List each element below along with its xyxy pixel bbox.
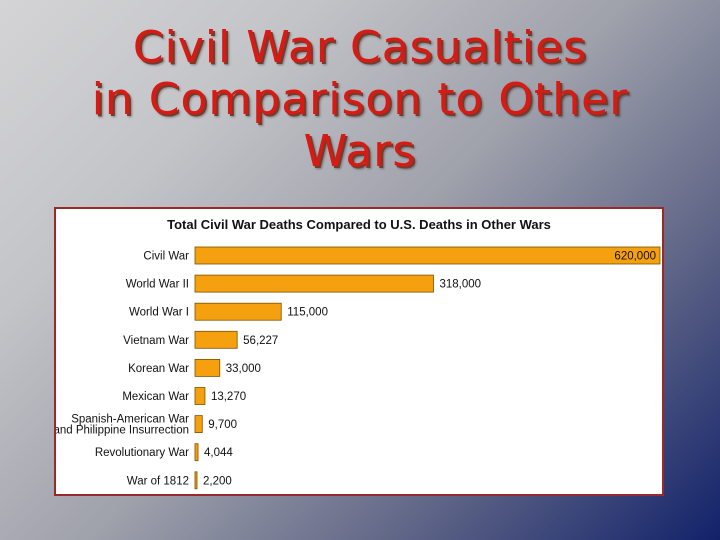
bar-7 [194,443,199,462]
bar-8 [194,471,198,490]
category-label-8: War of 1812 [127,475,189,487]
value-label-4: 33,000 [226,363,261,375]
category-label-3: Vietnam War [123,335,189,347]
category-label-0: Civil War [143,251,189,263]
slide-title-line-2: in Comparison to Other [91,74,629,125]
value-label-5: 13,270 [211,391,246,403]
value-label-3: 56,227 [243,335,278,347]
slide-title-line-1: Civil War Casualties [132,22,588,73]
bar-3 [194,330,238,349]
category-label-6-1: and Philippine Insurrection [56,425,189,437]
bar-5 [194,387,206,405]
slide-title: Civil War Casualties in Comparison to Ot… [0,22,720,178]
bar-chart: Civil War 620,000 World War II 318,000 World… [56,246,661,490]
bar-0 [194,246,661,265]
bar-2 [194,302,282,321]
category-label-5: Mexican War [122,391,189,403]
bar-4 [194,358,221,377]
value-label-1: 318,000 [440,279,482,291]
value-label-0: 620,000 [614,251,656,263]
category-label-6-0: Spanish-American War [71,414,189,426]
category-label-4: Korean War [128,363,189,375]
value-label-2: 115,000 [287,307,328,319]
category-label-7: Revolutionary War [95,447,189,459]
value-label-8: 2,200 [203,475,232,487]
slide-title-line-3: Wars [303,126,417,177]
chart-panel: Total Civil War Deaths Compared to U.S. … [54,207,664,496]
category-label-1: World War II [126,279,189,291]
bar-6 [194,415,203,434]
value-label-7: 4,044 [204,447,233,459]
category-label-2: World War I [129,307,189,319]
value-label-6: 9,700 [208,419,237,431]
chart-title: Total Civil War Deaths Compared to U.S. … [167,217,551,232]
bar-1 [194,274,434,293]
